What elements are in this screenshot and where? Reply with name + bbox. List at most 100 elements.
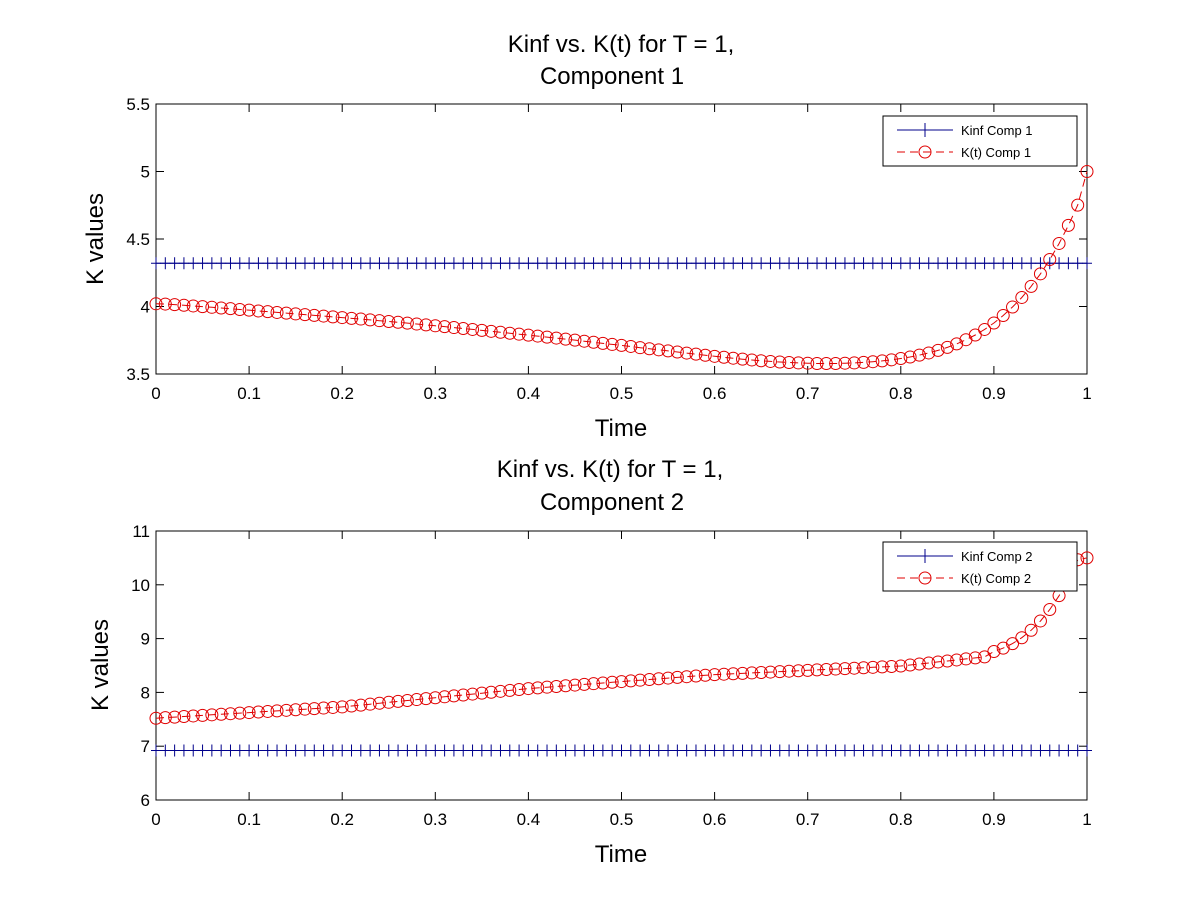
subplot-2-series-kt-point (810, 663, 824, 677)
subplot-1-series-kt-point (726, 351, 740, 365)
subplot-1: Kinf vs. K(t) for T = 1, Component 1 0 0.… (82, 31, 1094, 442)
subplot-1-series-kinf-point (383, 257, 394, 270)
subplot-2-series-kinf-point (393, 744, 404, 757)
subplot-2-series-kinf-point (774, 744, 785, 757)
subplot-2-series-kt-point (419, 692, 433, 706)
subplot-1-series-kinf-point (877, 257, 888, 270)
subplot-2-series-kt-point (633, 673, 647, 687)
subplot-2-series-kt-point (736, 666, 750, 680)
subplot-2-series-kt-point (354, 698, 368, 712)
subplot-1-legend-label-kt: K(t) Comp 1 (961, 145, 1031, 160)
subplot-1-series-kt-point (884, 353, 898, 367)
subplot-1-series-kinf-point (839, 257, 850, 270)
subplot-1-series-kinf-point (532, 257, 543, 270)
subplot-1-series-kinf-point (551, 257, 562, 270)
subplot-2-series-kinf-point (262, 744, 273, 757)
subplot-2-series-kt-point (1015, 631, 1029, 645)
subplot-2-series-kinf-point (523, 744, 534, 757)
subplot-2-series-kt-point (596, 676, 610, 690)
subplot-2-y-tick-label: 7 (141, 737, 150, 756)
subplot-1-legend-kt-sample (897, 145, 953, 159)
subplot-1-series-kt-point (987, 316, 1001, 330)
subplot-2-series-kt-point (493, 684, 507, 698)
subplot-1-series-kinf-point (327, 257, 338, 270)
subplot-2-series-kinf-point (1082, 744, 1092, 757)
subplot-2-series-kt-point (251, 705, 265, 719)
subplot-1-series-kt-point (345, 311, 359, 325)
subplot-1-legend-box (882, 115, 1078, 167)
subplot-1-series-kt-point (261, 305, 275, 319)
subplot-1-series-kinf-point (616, 257, 627, 270)
subplot-1-series-kinf-point (337, 257, 348, 270)
subplot-2-series-kt-point (186, 709, 200, 723)
subplot-1-series-kt-point (382, 314, 396, 328)
subplot-1-series-kinf-point (830, 257, 841, 270)
subplot-1-y-axis-label: K values (82, 193, 109, 285)
subplot-2-y-tick-label: 10 (131, 576, 150, 595)
subplot-2-y-tick-label: 6 (141, 791, 150, 810)
subplot-1-series-kt-point (754, 354, 768, 368)
subplot-2-series-kinf-point (234, 744, 245, 757)
subplot-1-series-kinf-point (597, 257, 608, 270)
subplot-1-series-kt-point (549, 331, 563, 345)
subplot-2-x-tick-label: 0.3 (423, 810, 447, 829)
subplot-2-series-kt-point (512, 682, 526, 696)
subplot-2-series-kt-point (717, 667, 731, 681)
subplot-1-series-kt-point (270, 305, 284, 319)
subplot-1-series-kt-point (931, 343, 945, 357)
subplot-2-series-kinf-point (690, 744, 701, 757)
subplot-1-series-kinf-point (411, 257, 422, 270)
subplot-2-series-kt-point (875, 660, 889, 674)
subplot-1-series-kinf-point (988, 257, 999, 270)
subplot-2-series-kinf-point (309, 744, 320, 757)
subplot-2-series-kinf-point (355, 744, 366, 757)
subplot-1-series-kt-point (736, 352, 750, 366)
subplot-1-series-kinf-point (1063, 257, 1074, 270)
subplot-2-series-kinf-point (802, 744, 813, 757)
subplot-2-series-kinf-point (244, 744, 255, 757)
subplot-1-series-kinf-point (588, 257, 599, 270)
subplot-1-series-kt-point (922, 346, 936, 360)
subplot-2-series-kinf-point (839, 744, 850, 757)
subplot-1-series-kinf-point (737, 257, 748, 270)
subplot-2-series-kt-point (475, 686, 489, 700)
subplot-1-series-kinf-point (1072, 257, 1083, 270)
subplot-2-series-kinf-point (830, 744, 841, 757)
subplot-2-series-kt-point (782, 664, 796, 678)
subplot-1-series-kt-point (875, 354, 889, 368)
subplot-2-series-kinf-point (290, 744, 301, 757)
subplot-2-series-kt-point (987, 645, 1001, 659)
subplot-1-y-tick-label: 5 (141, 163, 150, 182)
subplot-1-series-kt-point (205, 300, 219, 314)
subplot-2-x-tick-label: 0.8 (889, 810, 913, 829)
subplot-1-series-kt-point (428, 319, 442, 333)
subplot-2-series-kinf-point (467, 744, 478, 757)
subplot-2-series-kt-point (317, 701, 331, 715)
subplot-1-series-kinf-point (979, 257, 990, 270)
subplot-1-series-kt-point (847, 356, 861, 370)
subplot-2-series-kinf-point (318, 744, 329, 757)
subplot-2-series-kinf-point (700, 744, 711, 757)
subplot-2-series-kt-point (326, 700, 340, 714)
subplot-1-series-kt-point (354, 312, 368, 326)
subplot-2-series-kt-point (1024, 623, 1038, 637)
subplot-2-series-kt-point (279, 703, 293, 717)
subplot-2-series-kt-point (568, 678, 582, 692)
subplot-1-x-tick-label: 0.1 (237, 384, 261, 403)
subplot-2-series-kt-point (801, 663, 815, 677)
subplot-1-series-kinf-point (486, 257, 497, 270)
subplot-2-series-kt-point (177, 710, 191, 724)
subplot-1-series-kinf-point (607, 257, 618, 270)
subplot-2-series-kinf-point (784, 744, 795, 757)
subplot-2-series-kt-point (670, 670, 684, 684)
subplot-1-series-kt-point (335, 311, 349, 325)
subplot-2-series-kt-point (158, 711, 172, 725)
subplot-2-series-kinf-point (160, 744, 171, 757)
subplot-1-series-kinf-point (262, 257, 273, 270)
subplot-1-series-kt-point (456, 322, 470, 336)
subplot-1-series-kt-point (866, 355, 880, 369)
subplot-2-series-kt-point (307, 702, 321, 716)
subplot-2-series-kinf-point (793, 744, 804, 757)
subplot-1-series-kinf-point (569, 257, 580, 270)
